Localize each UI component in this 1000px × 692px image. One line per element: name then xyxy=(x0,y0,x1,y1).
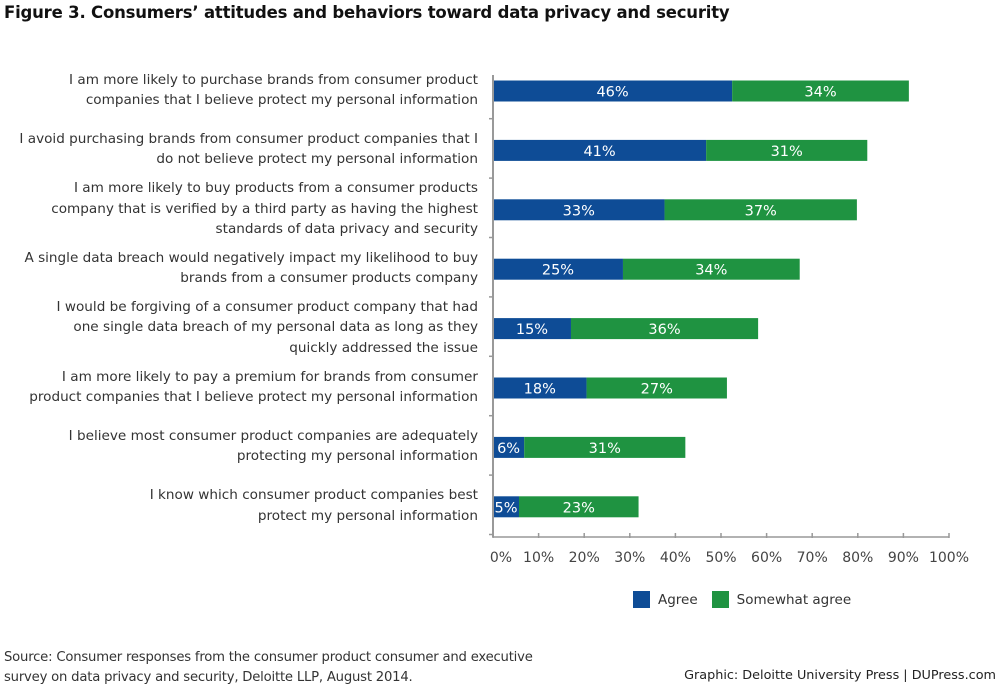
data-label-agree: 15% xyxy=(516,322,548,338)
x-tick-label: 40% xyxy=(660,550,691,566)
source-note: Source: Consumer responses from the cons… xyxy=(4,648,533,688)
legend-swatch-somewhat-agree xyxy=(711,591,729,608)
data-label-somewhat-agree: 31% xyxy=(589,441,621,457)
category-label: I am more likely to pay a premium for br… xyxy=(29,367,478,408)
x-tick-label: 100% xyxy=(929,550,969,566)
x-tick-label: 90% xyxy=(888,550,919,566)
x-tick-label: 50% xyxy=(705,550,736,566)
category-label-line: one single data breach of my personal da… xyxy=(73,319,478,336)
data-label-somewhat-agree: 37% xyxy=(745,203,777,219)
category-label-line: quickly addressed the issue xyxy=(289,339,478,356)
x-tick-label: 20% xyxy=(569,550,600,566)
category-label-line: I am more likely to buy products from a … xyxy=(73,180,478,197)
category-label-line: I am more likely to pay a premium for br… xyxy=(61,368,478,385)
bar-agree xyxy=(493,436,525,458)
category-label-line: standards of data privacy and security xyxy=(215,221,478,238)
source-line: Source: Consumer responses from the cons… xyxy=(4,650,533,665)
data-label-agree: 5% xyxy=(494,500,517,516)
x-tick-label: 70% xyxy=(797,550,828,566)
bar-agree xyxy=(493,318,571,340)
legend-item-somewhat-agree: Somewhat agree xyxy=(711,591,852,608)
category-label-line: protect my personal information xyxy=(257,507,478,524)
x-tick-label: 60% xyxy=(751,550,782,566)
legend-label-somewhat-agree: Somewhat agree xyxy=(736,591,852,608)
bar-somewhat-agree xyxy=(732,80,909,102)
category-label: I believe most consumer product companie… xyxy=(69,426,478,467)
bar-agree xyxy=(493,496,519,518)
graphic-credit: Graphic: Deloitte University Press | DUP… xyxy=(684,668,996,683)
legend-item-agree: Agree xyxy=(633,591,698,608)
category-label-line: do not believe protect my personal infor… xyxy=(156,151,478,168)
bar-somewhat-agree xyxy=(518,496,639,518)
bar-somewhat-agree xyxy=(524,436,686,458)
bar-agree xyxy=(493,377,587,399)
bar-agree xyxy=(493,80,733,102)
chart-title: Figure 3. Consumers’ attitudes and behav… xyxy=(4,3,730,22)
x-tick-label: 30% xyxy=(614,550,645,566)
category-label: I avoid purchasing brands from consumer … xyxy=(19,129,478,170)
category-label-line: product companies that I believe protect… xyxy=(29,389,478,405)
category-label-line: I am more likely to purchase brands from… xyxy=(69,71,478,88)
bar-somewhat-agree xyxy=(706,139,868,161)
category-label-line: protecting my personal information xyxy=(236,448,478,465)
category-label: A single data breach would negatively im… xyxy=(24,248,478,289)
data-label-agree: 25% xyxy=(542,263,574,279)
data-label-somewhat-agree: 31% xyxy=(771,144,803,160)
data-label-somewhat-agree: 36% xyxy=(648,322,680,338)
data-label-somewhat-agree: 23% xyxy=(563,500,595,516)
data-label-agree: 6% xyxy=(497,441,520,457)
category-label: I know which consumer product companies … xyxy=(150,485,478,526)
bar-somewhat-agree xyxy=(622,258,800,280)
category-label-line: I know which consumer product companies … xyxy=(149,487,478,504)
legend: Agree Somewhat agree xyxy=(633,591,865,608)
data-label-somewhat-agree: 27% xyxy=(641,382,673,398)
category-label-line: companies that I believe protect my pers… xyxy=(85,92,478,108)
source-line: survey on data privacy and security, Del… xyxy=(4,670,413,685)
data-label-somewhat-agree: 34% xyxy=(804,85,836,101)
data-label-agree: 41% xyxy=(583,144,615,160)
x-tick-label: 0% xyxy=(490,550,512,566)
bar-somewhat-agree xyxy=(586,377,727,399)
bar-agree xyxy=(493,139,707,161)
category-label-line: brands from a consumer products company xyxy=(180,270,478,287)
data-label-agree: 33% xyxy=(563,203,595,219)
x-tick-label: 10% xyxy=(523,550,554,566)
legend-label-agree: Agree xyxy=(658,591,698,608)
category-label-line: A single data breach would negatively im… xyxy=(24,249,478,266)
category-label-line: I would be forgiving of a consumer produ… xyxy=(56,298,478,315)
bar-somewhat-agree xyxy=(570,318,759,340)
bar-somewhat-agree xyxy=(664,199,857,221)
category-label-line: company that is verified by a third part… xyxy=(51,200,478,217)
category-label: I am more likely to purchase brands from… xyxy=(69,70,478,111)
data-label-somewhat-agree: 34% xyxy=(695,263,727,279)
legend-swatch-agree xyxy=(633,591,650,608)
data-label-agree: 46% xyxy=(596,85,628,101)
data-label-agree: 18% xyxy=(524,382,556,398)
x-tick-label: 80% xyxy=(842,550,873,566)
category-label-line: I believe most consumer product companie… xyxy=(68,427,478,444)
category-label: I am more likely to buy products from a … xyxy=(51,178,478,240)
category-label: I would be forgiving of a consumer produ… xyxy=(57,297,478,359)
bar-agree xyxy=(493,199,665,221)
bar-agree xyxy=(493,258,623,280)
category-label-line: I avoid purchasing brands from consumer … xyxy=(19,130,478,147)
